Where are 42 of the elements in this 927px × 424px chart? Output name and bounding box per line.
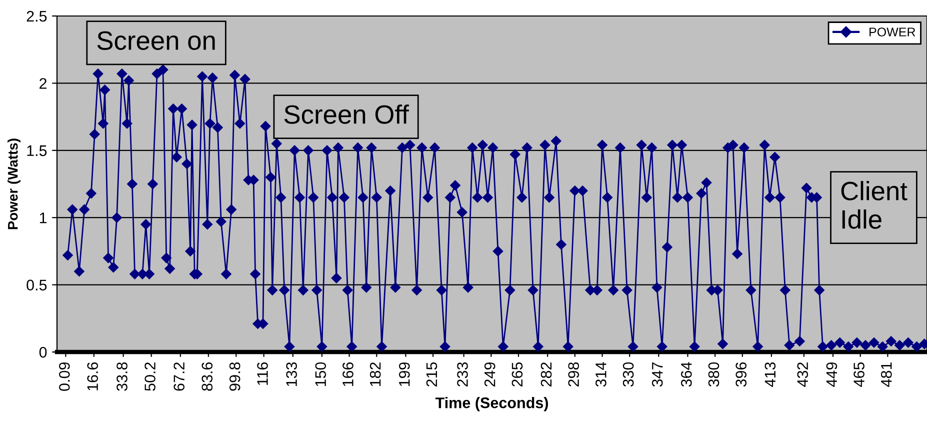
x-tick-label: 67.2 [174,362,185,391]
x-tick-label: 481 [880,362,892,387]
x-tick-label: 396 [736,362,747,387]
x-tick-label: 265 [512,362,523,386]
x-tick-label: 380 [708,362,720,387]
x-tick-label: 182 [370,362,381,386]
x-tick-label: 465 [854,362,864,387]
annotation: Client Idle [841,181,908,229]
annotation: Screen on [97,31,215,50]
y-tick-label: 0.5 [26,280,47,290]
x-tick-label: 215 [426,362,438,386]
legend-label: POWER [870,28,916,36]
x-tick-label: 282 [540,362,552,386]
x-tick-label: 432 [797,362,808,387]
x-tick-label: 99.8 [229,362,240,391]
annotation: Screen Off [284,104,409,124]
y-axis-title: Power (Watts) [8,138,20,230]
x-tick-label: 0.09 [58,362,70,391]
x-tick-label: 133 [286,362,297,386]
y-tick-label: 1.5 [27,145,47,156]
y-tick-label: 1 [40,212,47,224]
x-tick-label: 233 [457,362,468,386]
x-tick-label: 199 [398,362,410,386]
x-tick-label: 249 [484,362,496,386]
y-tick-label: 2.5 [26,10,47,22]
x-tick-label: 16.6 [87,362,98,390]
x-tick-label: 83.6 [202,362,213,391]
x-tick-label: 347 [652,362,663,387]
x-tick-label: 314 [596,362,606,387]
x-tick-label: 364 [680,362,692,387]
x-tick-label: 33.8 [116,362,128,391]
x-tick-label: 298 [568,362,579,386]
x-tick-label: 330 [622,362,634,387]
x-tick-label: 449 [826,362,838,387]
x-tick-label: 150 [315,362,326,386]
x-tick-label: 116 [257,362,268,385]
x-tick-label: 413 [764,362,776,387]
x-tick-label: 166 [342,362,354,386]
x-tick-label: 50.2 [144,362,156,391]
x-axis-title: Time (Seconds) [435,397,548,412]
y-tick-label: 2 [40,78,47,89]
y-tick-label: 0 [39,346,47,358]
